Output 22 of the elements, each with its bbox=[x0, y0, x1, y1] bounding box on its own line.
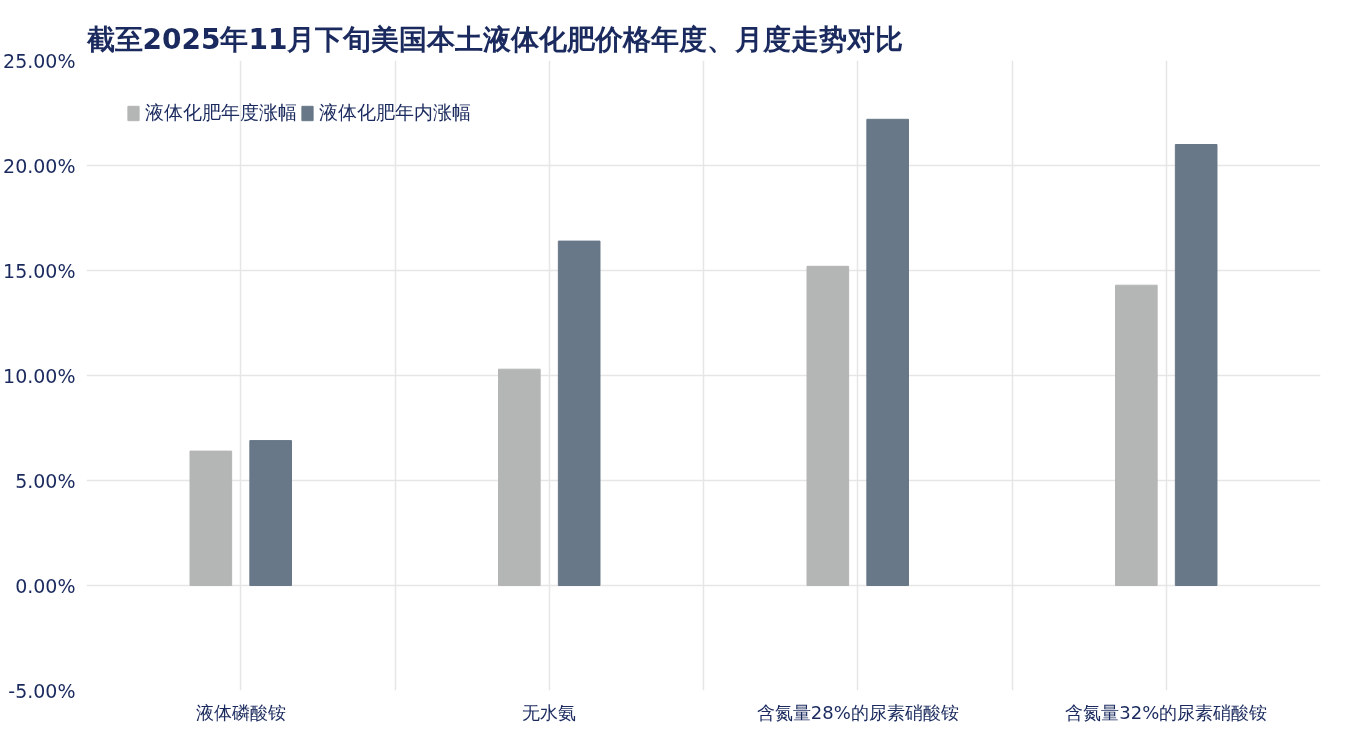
bar bbox=[866, 118, 909, 586]
y-tick-label: 0.00% bbox=[15, 574, 76, 597]
bar bbox=[1115, 284, 1158, 586]
x-tick-label: 含氮量28%的尿素硝酸铵 bbox=[756, 701, 959, 723]
y-tick-label: 20.00% bbox=[3, 154, 76, 177]
y-tick-label: -5.00% bbox=[8, 679, 76, 702]
x-tick-label: 无水氨 bbox=[522, 701, 577, 723]
x-tick-label: 液体磷酸铵 bbox=[195, 701, 286, 723]
x-tick-label: 含氮量32%的尿素硝酸铵 bbox=[1065, 701, 1268, 723]
bar bbox=[249, 440, 292, 586]
bar bbox=[557, 240, 601, 586]
y-tick-label: 25.00% bbox=[3, 49, 76, 72]
bar bbox=[498, 368, 541, 586]
y-tick-label: 15.00% bbox=[3, 259, 76, 282]
y-tick-label: 5.00% bbox=[15, 469, 76, 492]
chart-title: 截至2025年11月下旬美国本土液体化肥价格年度、月度走势对比 bbox=[85, 22, 904, 56]
legend-label: 液体化肥年内涨幅 bbox=[319, 100, 471, 125]
legend-label: 液体化肥年度涨幅 bbox=[145, 100, 297, 125]
bar bbox=[806, 265, 850, 586]
y-tick-label: 10.00% bbox=[3, 364, 76, 387]
bar bbox=[1174, 144, 1218, 586]
bar bbox=[189, 450, 233, 586]
